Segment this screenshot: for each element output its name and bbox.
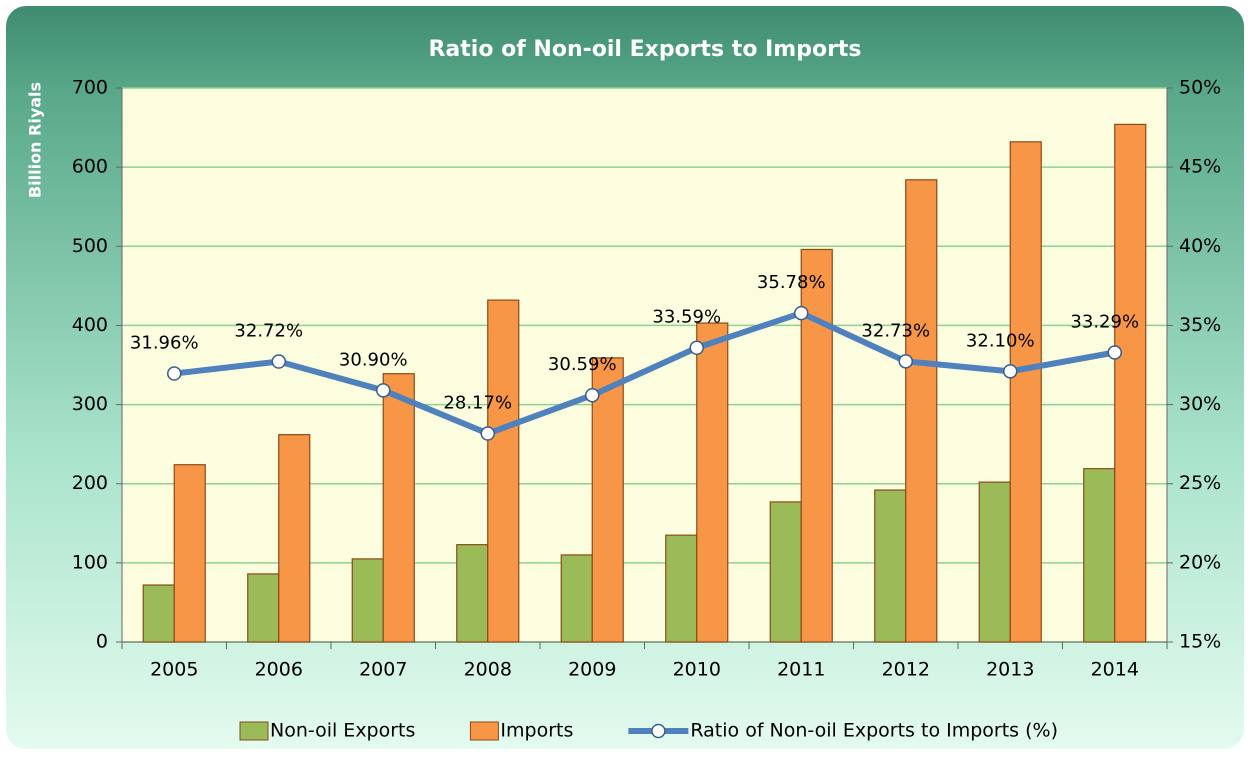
bar [142, 584, 175, 643]
y-axis-title: Billion Riyals [26, 82, 45, 198]
data-label: 33.29% [1070, 311, 1139, 332]
marker [271, 354, 286, 369]
x-tick-label: 2013 [986, 659, 1034, 681]
bar [351, 558, 384, 643]
marker [794, 305, 809, 321]
y2-tick-label: 50% [1179, 77, 1221, 99]
y-tick-label: 200 [72, 472, 108, 494]
legend-label: Imports [500, 720, 573, 742]
y-tick-label: 300 [72, 393, 108, 415]
bar [487, 299, 520, 643]
data-label: 30.59% [548, 354, 617, 375]
x-tick-label: 2014 [1091, 659, 1139, 681]
y-tick-label: 400 [72, 314, 108, 336]
y-tick-label: 0 [96, 631, 108, 653]
bar [1083, 468, 1116, 643]
y-tick-label: 600 [72, 156, 108, 178]
y-tick-label: 500 [72, 235, 108, 257]
bar [247, 573, 280, 643]
bar [1009, 141, 1042, 643]
bar [1114, 123, 1147, 643]
data-label: 35.78% [757, 272, 826, 293]
marker [1003, 364, 1018, 379]
bar [978, 481, 1011, 643]
legend-label: Ratio of Non-oil Exports to Imports (%) [690, 720, 1058, 742]
y-tick-label: 700 [72, 77, 108, 99]
marker [1107, 345, 1122, 360]
y2-tick-label: 20% [1179, 551, 1221, 573]
x-tick-label: 2011 [777, 659, 825, 681]
y2-tick-label: 25% [1179, 472, 1221, 494]
x-tick-label: 2012 [882, 659, 930, 681]
marker [898, 354, 913, 369]
data-label: 33.59% [652, 307, 721, 328]
marker [689, 340, 704, 355]
x-tick-label: 2005 [150, 659, 198, 681]
legend-swatch [469, 721, 499, 741]
y2-tick-label: 45% [1179, 156, 1221, 178]
y-tick-label: 100 [72, 551, 108, 573]
bar [696, 322, 729, 643]
legend-swatch [651, 723, 666, 739]
chart-title: Ratio of Non-oil Exports to Imports [428, 37, 861, 62]
bar [769, 501, 802, 643]
marker [480, 426, 495, 441]
bar [591, 357, 624, 643]
bar [278, 434, 311, 643]
bar [874, 489, 907, 643]
x-tick-label: 2009 [568, 659, 616, 681]
y2-tick-label: 30% [1179, 393, 1221, 415]
marker [376, 383, 391, 398]
data-label: 30.90% [339, 349, 408, 370]
legend-swatch [239, 721, 269, 741]
legend-label: Non-oil Exports [270, 720, 415, 742]
line [173, 309, 1116, 437]
bar [456, 544, 489, 643]
x-tick-label: 2010 [673, 659, 721, 681]
y2-tick-label: 40% [1179, 235, 1221, 257]
x-tick-label: 2007 [359, 659, 407, 681]
data-label: 32.10% [966, 330, 1035, 351]
bar [665, 534, 698, 643]
bar [905, 179, 938, 643]
bar [173, 464, 206, 643]
x-tick-label: 2008 [464, 659, 512, 681]
y2-tick-label: 15% [1179, 631, 1221, 653]
data-label: 32.73% [861, 320, 930, 341]
y2-tick-label: 35% [1179, 314, 1221, 336]
data-label: 32.72% [234, 321, 303, 342]
data-label: 28.17% [443, 393, 512, 414]
marker [167, 366, 182, 381]
marker [585, 387, 600, 403]
bar [560, 554, 593, 643]
bar [382, 373, 415, 643]
data-label: 31.96% [130, 333, 199, 354]
x-tick-label: 2006 [255, 659, 303, 681]
